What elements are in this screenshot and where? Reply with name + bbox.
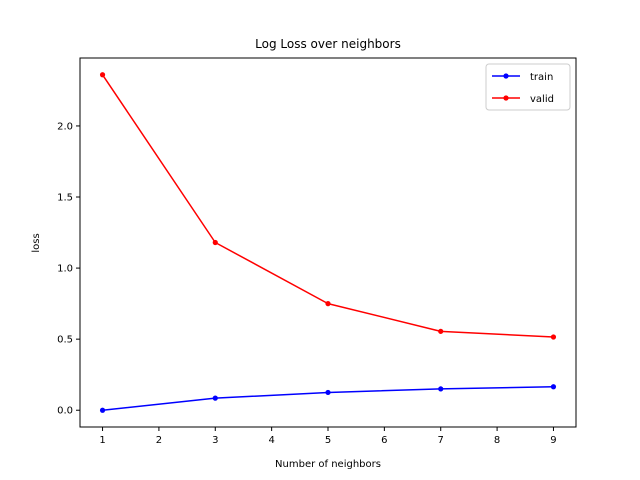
data-point-train <box>550 384 557 390</box>
legend-marker-train <box>503 73 509 79</box>
legend: train valid <box>485 63 571 111</box>
legend-marker-valid <box>503 95 509 101</box>
x-tick-label: 8 <box>494 435 500 446</box>
data-point-valid <box>325 301 331 307</box>
data-point-train <box>325 389 331 396</box>
x-tick-label: 2 <box>156 435 162 446</box>
x-tick-label: 7 <box>438 435 444 446</box>
data-point-train <box>212 395 218 401</box>
chart-title: Log Loss over neighbors <box>255 37 401 51</box>
data-point-train <box>438 386 444 392</box>
legend-label-train: train <box>530 72 553 83</box>
y-axis-title: loss <box>31 233 42 252</box>
x-tick-label: 5 <box>325 435 331 446</box>
x-tick-label: 6 <box>381 435 387 446</box>
y-tick-label: 1.5 <box>57 193 73 204</box>
data-point-valid <box>99 72 106 78</box>
y-tick-label: 1.0 <box>57 264 73 275</box>
x-tick-label: 4 <box>268 435 274 446</box>
data-point-valid <box>212 239 218 246</box>
plot-area: 1 2 3 4 5 6 7 8 9 0.0 0.5 1.0 1.5 2.0 <box>57 72 557 446</box>
legend-box <box>485 63 571 111</box>
data-point-valid <box>438 328 444 334</box>
x-tick-label: 1 <box>99 435 105 446</box>
x-tick-label: 9 <box>550 435 556 446</box>
y-tick-label: 2.0 <box>57 121 73 132</box>
data-point-valid <box>550 334 557 340</box>
data-point-train <box>99 407 106 413</box>
x-tick-label: 3 <box>212 435 218 446</box>
legend-label-valid: valid <box>530 94 554 105</box>
y-tick-label: 0.0 <box>57 406 73 417</box>
x-axis-title: Number of neighbors <box>275 459 381 470</box>
plot-frame <box>79 57 577 428</box>
y-tick-label: 0.5 <box>57 335 73 346</box>
